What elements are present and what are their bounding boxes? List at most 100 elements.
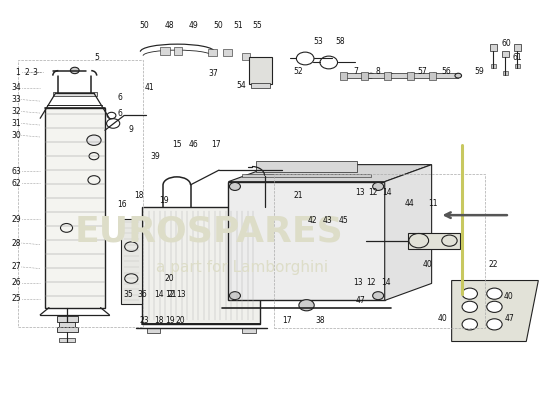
Text: 57: 57 xyxy=(417,67,427,76)
Bar xyxy=(503,71,508,75)
Bar xyxy=(242,53,250,60)
Text: 42: 42 xyxy=(307,216,317,225)
Text: 13: 13 xyxy=(355,188,365,197)
Bar xyxy=(346,73,371,78)
Text: 13: 13 xyxy=(176,290,185,299)
Bar xyxy=(208,48,217,56)
Bar xyxy=(361,72,368,80)
Circle shape xyxy=(487,319,502,330)
Polygon shape xyxy=(384,165,432,300)
Circle shape xyxy=(87,135,101,145)
Bar xyxy=(142,207,260,324)
Bar xyxy=(173,47,182,54)
Text: 8: 8 xyxy=(376,67,381,76)
Text: 36: 36 xyxy=(138,290,147,299)
Text: 38: 38 xyxy=(315,316,325,325)
Bar xyxy=(491,64,496,68)
Text: 29: 29 xyxy=(11,215,21,224)
Circle shape xyxy=(487,301,502,312)
Text: 14: 14 xyxy=(383,188,392,197)
Text: 12: 12 xyxy=(366,278,376,288)
Bar xyxy=(147,328,161,333)
Circle shape xyxy=(299,300,314,311)
Text: 34: 34 xyxy=(11,83,21,92)
Circle shape xyxy=(462,288,477,299)
Text: 28: 28 xyxy=(12,238,21,248)
Bar xyxy=(18,60,144,327)
Bar xyxy=(408,233,460,249)
Bar xyxy=(228,182,384,300)
Bar xyxy=(502,51,509,57)
Text: 6: 6 xyxy=(118,109,123,118)
Text: 18: 18 xyxy=(154,316,163,325)
Text: 63: 63 xyxy=(11,167,21,176)
Text: 61: 61 xyxy=(513,53,522,62)
Text: 49: 49 xyxy=(189,21,199,30)
Circle shape xyxy=(462,301,477,312)
Text: 44: 44 xyxy=(405,199,414,208)
Text: 21: 21 xyxy=(293,191,303,200)
Bar xyxy=(256,160,358,172)
Circle shape xyxy=(229,292,240,300)
Circle shape xyxy=(368,73,375,78)
Circle shape xyxy=(387,73,393,78)
Text: 14: 14 xyxy=(381,278,390,288)
Text: 19: 19 xyxy=(165,316,174,325)
Circle shape xyxy=(462,319,477,330)
Bar xyxy=(59,338,75,342)
Text: 53: 53 xyxy=(313,37,323,46)
Polygon shape xyxy=(452,280,538,342)
Bar xyxy=(490,44,497,50)
Text: 40: 40 xyxy=(422,260,432,269)
Bar xyxy=(223,48,232,56)
Text: 11: 11 xyxy=(428,199,438,208)
Text: 46: 46 xyxy=(189,140,199,150)
Bar xyxy=(242,174,371,177)
Text: 58: 58 xyxy=(335,37,344,46)
Circle shape xyxy=(455,73,461,78)
Bar xyxy=(435,73,458,78)
Bar xyxy=(57,327,78,332)
Text: 32: 32 xyxy=(11,107,21,116)
Text: 14: 14 xyxy=(154,290,163,299)
Bar xyxy=(251,83,270,88)
Text: 43: 43 xyxy=(322,216,332,225)
Circle shape xyxy=(409,73,415,78)
Text: 59: 59 xyxy=(474,67,484,76)
Bar xyxy=(57,316,78,322)
Bar xyxy=(122,219,142,304)
Text: 22: 22 xyxy=(488,260,498,269)
Bar xyxy=(340,72,348,80)
Text: 47: 47 xyxy=(355,296,365,305)
Text: 2: 2 xyxy=(24,68,29,77)
Text: 60: 60 xyxy=(502,39,512,48)
Bar xyxy=(274,174,485,328)
Text: 54: 54 xyxy=(236,81,246,90)
Circle shape xyxy=(229,182,240,190)
Text: 50: 50 xyxy=(213,21,223,30)
Bar xyxy=(383,72,391,80)
Text: 50: 50 xyxy=(140,21,149,30)
Circle shape xyxy=(487,288,502,299)
Text: EUROSPARES: EUROSPARES xyxy=(75,215,344,249)
Text: 25: 25 xyxy=(11,294,21,303)
Text: 51: 51 xyxy=(233,21,243,30)
Text: 21: 21 xyxy=(167,290,177,299)
Circle shape xyxy=(373,182,383,190)
Bar xyxy=(367,73,390,78)
Text: 18: 18 xyxy=(134,191,144,200)
Text: 7: 7 xyxy=(354,67,359,76)
Bar xyxy=(242,328,256,333)
Text: 6: 6 xyxy=(118,93,123,102)
Bar xyxy=(160,46,169,54)
Bar xyxy=(428,72,436,80)
Text: 20: 20 xyxy=(176,316,185,325)
Text: 41: 41 xyxy=(145,83,155,92)
Text: 30: 30 xyxy=(11,131,21,140)
Polygon shape xyxy=(228,165,432,182)
Text: 33: 33 xyxy=(11,95,21,104)
Text: 3: 3 xyxy=(33,68,38,77)
Circle shape xyxy=(70,67,79,74)
Bar xyxy=(515,64,520,68)
Text: 17: 17 xyxy=(211,140,221,150)
